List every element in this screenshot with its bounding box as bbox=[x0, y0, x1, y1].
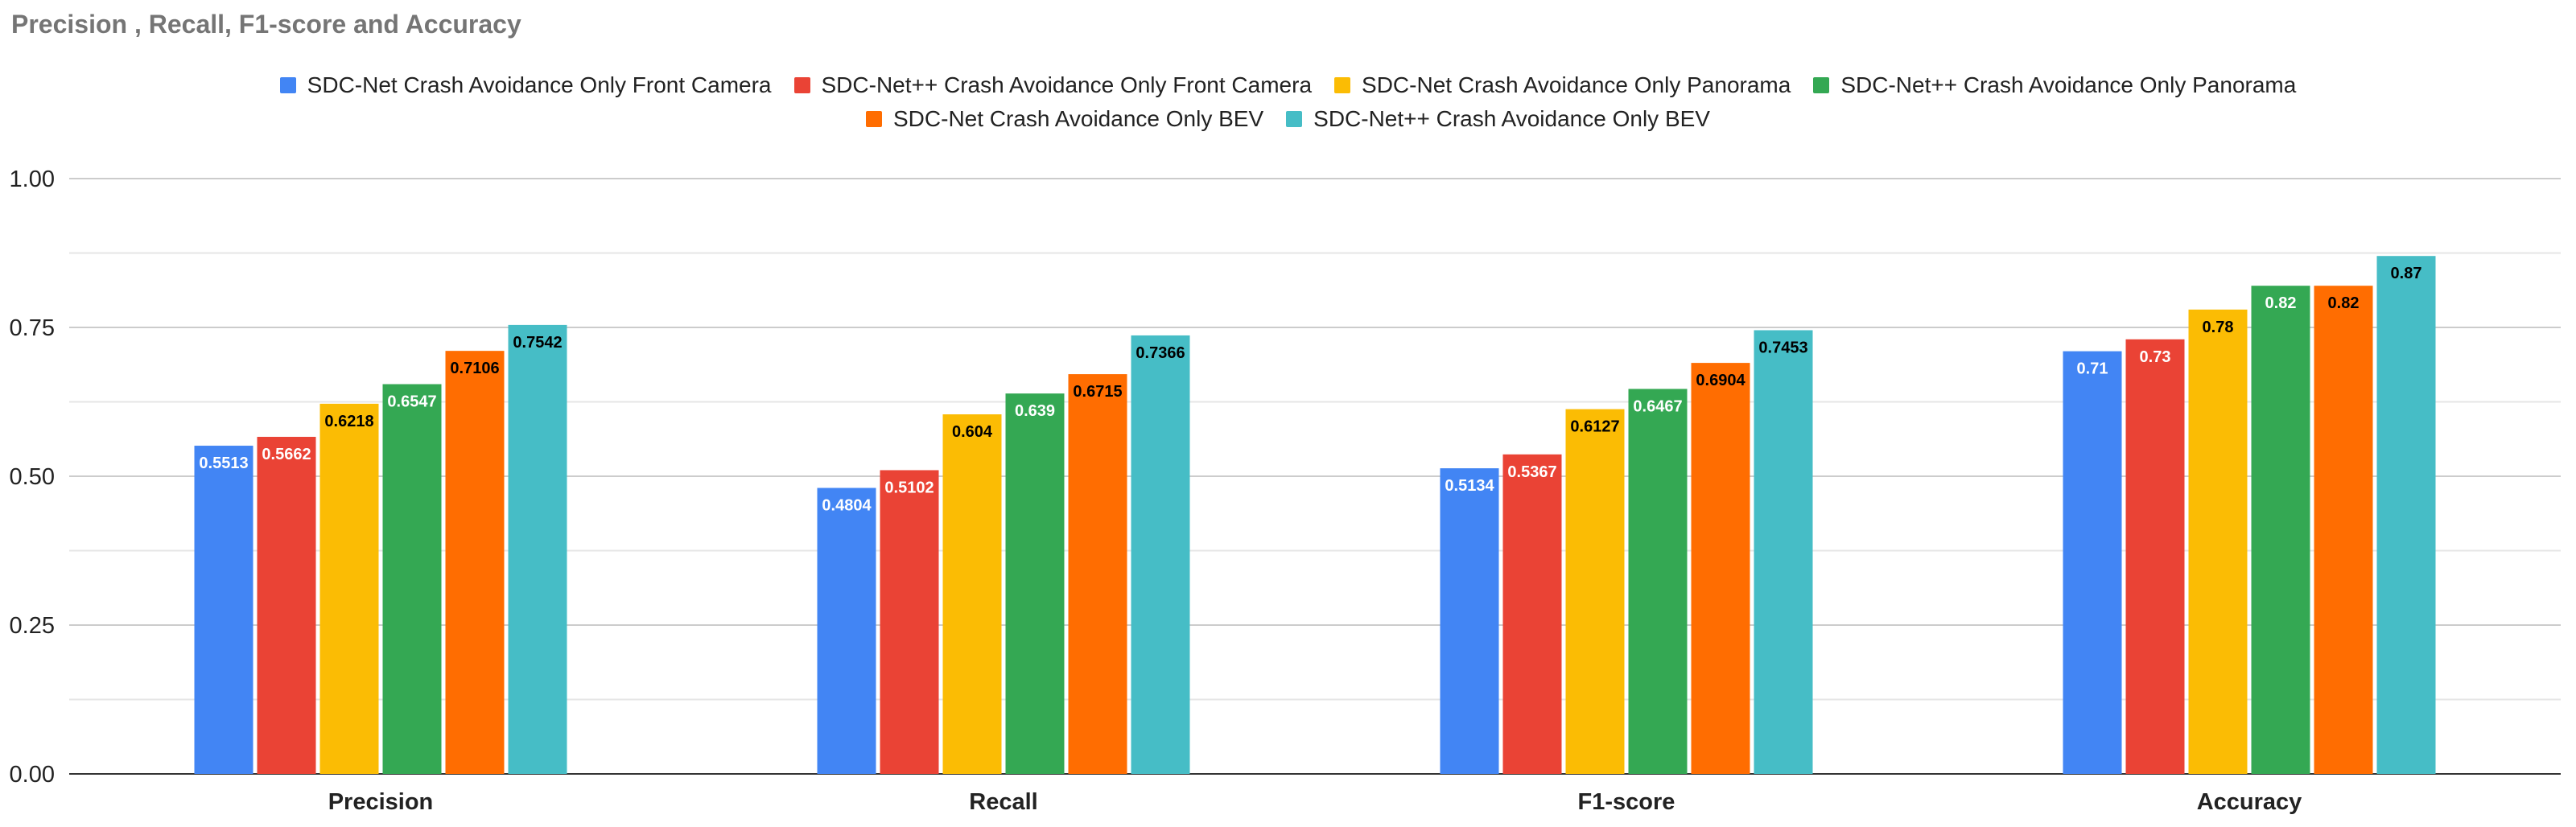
legend: SDC-Net Crash Avoidance Only Front Camer… bbox=[0, 69, 2576, 137]
bar bbox=[1565, 409, 1625, 774]
y-tick-label: 0.75 bbox=[10, 315, 55, 341]
bar bbox=[2376, 256, 2436, 774]
data-label: 0.7542 bbox=[513, 334, 562, 352]
legend-swatch bbox=[279, 77, 296, 93]
data-label: 0.4804 bbox=[822, 497, 872, 515]
legend-label: SDC-Net++ Crash Avoidance Only Panorama bbox=[1840, 72, 2297, 97]
bar bbox=[1754, 330, 1813, 774]
legend-item[interactable]: SDC-Net++ Crash Avoidance Only BEV bbox=[1286, 106, 1710, 132]
y-tick-label: 0.50 bbox=[10, 464, 55, 490]
data-label: 0.6218 bbox=[324, 413, 373, 430]
bar bbox=[2251, 286, 2310, 774]
legend-label: SDC-Net++ Crash Avoidance Only Front Cam… bbox=[821, 72, 1313, 97]
bar bbox=[2063, 351, 2122, 775]
x-tick-label: Precision bbox=[328, 789, 434, 815]
bar bbox=[1440, 468, 1499, 774]
legend-item[interactable]: SDC-Net++ Crash Avoidance Only Panorama bbox=[1813, 72, 2296, 98]
bar bbox=[1068, 374, 1127, 774]
legend-label: SDC-Net Crash Avoidance Only Panorama bbox=[1362, 72, 1791, 97]
bar bbox=[942, 414, 1002, 774]
data-label: 0.5662 bbox=[262, 446, 311, 463]
legend-item[interactable]: SDC-Net Crash Avoidance Only BEV bbox=[866, 106, 1263, 132]
data-label: 0.82 bbox=[2265, 294, 2297, 312]
legend-swatch bbox=[866, 111, 882, 127]
bar bbox=[2125, 339, 2185, 774]
legend-item[interactable]: SDC-Net++ Crash Avoidance Only Front Cam… bbox=[793, 72, 1313, 98]
data-label: 0.5367 bbox=[1507, 463, 1556, 481]
bar bbox=[1691, 363, 1750, 774]
bar bbox=[2188, 309, 2248, 774]
bar bbox=[1628, 389, 1688, 774]
chart-title: Precision , Recall, F1-score and Accurac… bbox=[11, 10, 521, 39]
legend-swatch bbox=[1813, 77, 1830, 93]
y-tick-label: 1.00 bbox=[10, 167, 55, 192]
data-label: 0.6715 bbox=[1073, 383, 1122, 401]
bar bbox=[257, 437, 316, 774]
x-tick-label: F1-score bbox=[1578, 789, 1675, 815]
data-label: 0.71 bbox=[2077, 360, 2108, 378]
data-label: 0.78 bbox=[2203, 319, 2234, 336]
data-label: 0.82 bbox=[2328, 294, 2360, 312]
legend-label: SDC-Net Crash Avoidance Only Front Camer… bbox=[307, 72, 772, 97]
legend-swatch bbox=[1286, 111, 1303, 127]
bar bbox=[880, 470, 939, 774]
data-label: 0.6904 bbox=[1696, 372, 1745, 389]
data-label: 0.73 bbox=[2140, 348, 2171, 366]
legend-item[interactable]: SDC-Net Crash Avoidance Only Panorama bbox=[1334, 72, 1791, 98]
legend-row-2: SDC-Net Crash Avoidance Only BEV SDC-Net… bbox=[0, 103, 2576, 135]
x-tick-label: Recall bbox=[969, 789, 1037, 815]
legend-row-1: SDC-Net Crash Avoidance Only Front Camer… bbox=[0, 69, 2576, 101]
bar bbox=[1502, 454, 1562, 774]
bar bbox=[445, 351, 505, 774]
data-label: 0.7106 bbox=[450, 360, 499, 377]
bar bbox=[2314, 286, 2373, 774]
data-label: 0.7453 bbox=[1758, 339, 1807, 356]
bar bbox=[1005, 393, 1065, 774]
legend-label: SDC-Net Crash Avoidance Only BEV bbox=[893, 106, 1264, 131]
legend-swatch bbox=[793, 77, 810, 93]
x-tick-label: Accuracy bbox=[2197, 789, 2302, 815]
data-label: 0.5513 bbox=[199, 455, 248, 472]
bar bbox=[817, 488, 876, 774]
data-label: 0.604 bbox=[952, 423, 993, 441]
legend-swatch bbox=[1334, 77, 1351, 93]
legend-label: SDC-Net++ Crash Avoidance Only BEV bbox=[1313, 106, 1710, 131]
data-label: 0.639 bbox=[1015, 402, 1055, 420]
data-label: 0.5134 bbox=[1445, 477, 1494, 495]
bar bbox=[1131, 335, 1190, 774]
y-tick-label: 0.00 bbox=[10, 762, 55, 788]
data-label: 0.7366 bbox=[1136, 344, 1185, 362]
bar bbox=[508, 324, 567, 775]
data-label: 0.6467 bbox=[1633, 397, 1682, 415]
data-label: 0.87 bbox=[2391, 265, 2422, 282]
legend-item[interactable]: SDC-Net Crash Avoidance Only Front Camer… bbox=[279, 72, 772, 98]
bar bbox=[194, 446, 253, 774]
data-label: 0.6127 bbox=[1570, 418, 1619, 436]
data-label: 0.6547 bbox=[387, 393, 436, 411]
y-tick-label: 0.25 bbox=[10, 613, 55, 639]
bar bbox=[382, 384, 442, 774]
bar bbox=[319, 403, 379, 774]
data-label: 0.5102 bbox=[884, 479, 934, 496]
